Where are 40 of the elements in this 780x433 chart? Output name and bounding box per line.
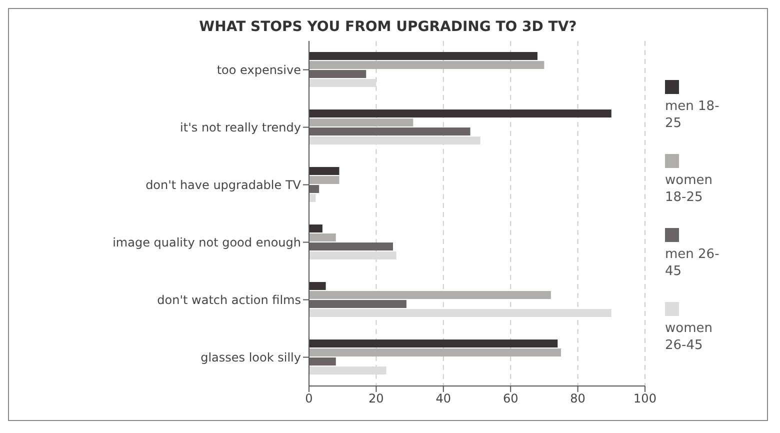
bar <box>309 52 538 60</box>
x-tick-label: 40 <box>436 392 452 406</box>
legend-label: men 26-45 <box>665 246 720 280</box>
y-tick-label: don't have upgradable TV <box>146 178 302 192</box>
x-tick-label: 80 <box>570 392 586 406</box>
y-tick-label: glasses look silly <box>200 350 301 365</box>
bar <box>309 185 320 193</box>
bar <box>309 118 414 126</box>
y-tick-label: don't watch action films <box>157 293 301 308</box>
legend-label: women 26-45 <box>665 320 714 354</box>
bar <box>309 309 612 317</box>
legend-label: women 18-25 <box>665 172 714 206</box>
x-tick-label: 0 <box>305 392 313 406</box>
bar <box>309 291 551 299</box>
bar <box>309 252 396 260</box>
bar <box>309 176 340 184</box>
y-tick-label: it's not really trendy <box>180 120 301 135</box>
bar <box>309 242 393 250</box>
bar <box>309 358 336 366</box>
bar <box>309 282 326 290</box>
bar <box>309 167 340 175</box>
x-tick-label: 20 <box>368 392 384 406</box>
bar <box>309 110 612 118</box>
bar <box>309 340 558 348</box>
x-tick-label: 60 <box>502 392 518 406</box>
bar <box>309 348 561 356</box>
bar <box>309 70 366 78</box>
bar <box>309 300 406 308</box>
bar <box>309 234 336 242</box>
bar <box>309 136 480 144</box>
bar <box>309 224 322 232</box>
bar <box>309 128 470 136</box>
y-tick-label: image quality not good enough <box>112 236 301 250</box>
bar <box>309 366 386 374</box>
bar <box>309 61 544 69</box>
y-tick-label: too expensive <box>216 63 301 78</box>
chart-title: WHAT STOPS YOU FROM UPGRADING TO 3D TV? <box>198 19 578 35</box>
x-tick-label: 100 <box>634 392 656 406</box>
legend-label: men 18-25 <box>665 98 720 132</box>
bar <box>309 79 376 87</box>
